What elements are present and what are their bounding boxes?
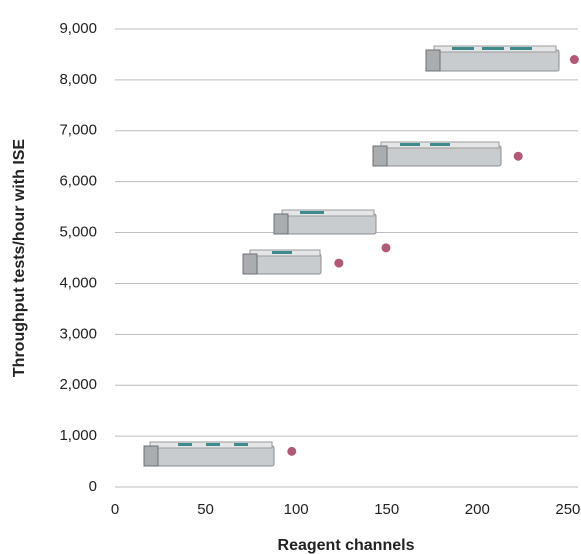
y-tick-label: 2,000: [59, 376, 97, 393]
instrument-images: [143, 45, 560, 467]
x-tick-label: 150: [374, 501, 399, 518]
instrument-image: [242, 249, 322, 275]
x-axis-title: Reagent channels: [278, 537, 415, 554]
y-tick-label: 7,000: [59, 122, 97, 139]
plot-area: 0 1,000 2,000 3,000 4,000 5,000 6,000 7,000 8,00…: [59, 20, 580, 518]
data-point: [381, 243, 391, 253]
y-tick-label: 0: [89, 478, 97, 495]
y-tick-label: 8,000: [59, 71, 97, 88]
data-marks: [287, 55, 579, 456]
x-tick-label: 0: [111, 501, 119, 518]
y-tick-label: 1,000: [59, 427, 97, 444]
x-tick-label: 200: [465, 501, 490, 518]
instrument-image: [143, 441, 275, 467]
instrument-image: [425, 45, 560, 72]
y-tick-label: 9,000: [59, 20, 97, 37]
y-tick-label: 3,000: [59, 325, 97, 342]
x-tick-label: 100: [284, 501, 309, 518]
x-tick-label: 250: [555, 501, 580, 518]
y-tick-label: 5,000: [59, 224, 97, 241]
x-tick-label: 50: [197, 501, 214, 518]
data-point: [287, 446, 297, 456]
y-axis-title: Throughput tests/hour with ISE: [11, 139, 28, 378]
instrument-image: [273, 209, 377, 235]
y-tick-label: 6,000: [59, 173, 97, 190]
instrument-image: [372, 141, 502, 167]
data-point: [334, 258, 344, 268]
data-point: [569, 55, 579, 65]
y-tick-label: 4,000: [59, 274, 97, 291]
data-point: [513, 151, 523, 161]
